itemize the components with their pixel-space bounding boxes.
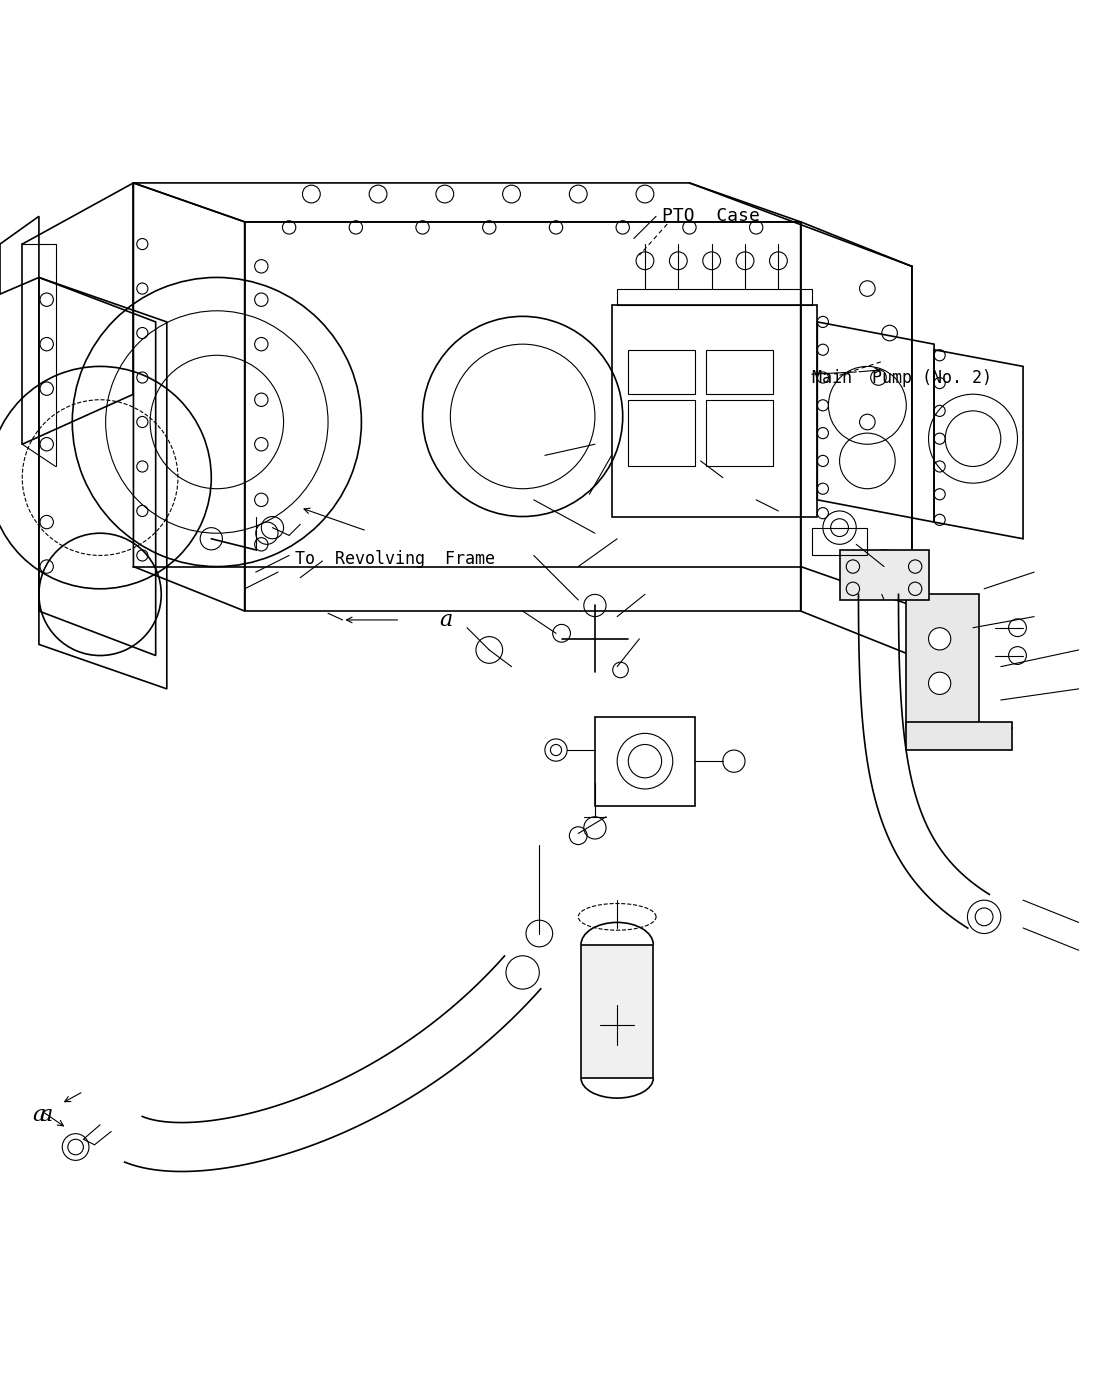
Circle shape	[929, 627, 951, 650]
Bar	[812, 528, 867, 556]
Bar	[580, 945, 654, 1078]
Circle shape	[929, 672, 951, 694]
Bar	[906, 595, 979, 728]
Bar	[706, 350, 773, 395]
Text: a: a	[439, 609, 453, 631]
Text: a: a	[39, 1103, 52, 1126]
Bar	[706, 400, 773, 466]
Bar	[628, 350, 695, 395]
Text: Main  Pump (No. 2): Main Pump (No. 2)	[812, 368, 992, 386]
Text: To  Revolving  Frame: To Revolving Frame	[295, 550, 495, 568]
Bar	[840, 550, 929, 601]
Bar	[628, 400, 695, 466]
Text: a: a	[32, 1103, 46, 1126]
Text: PTO  Case: PTO Case	[662, 207, 759, 225]
Bar	[906, 722, 1012, 750]
